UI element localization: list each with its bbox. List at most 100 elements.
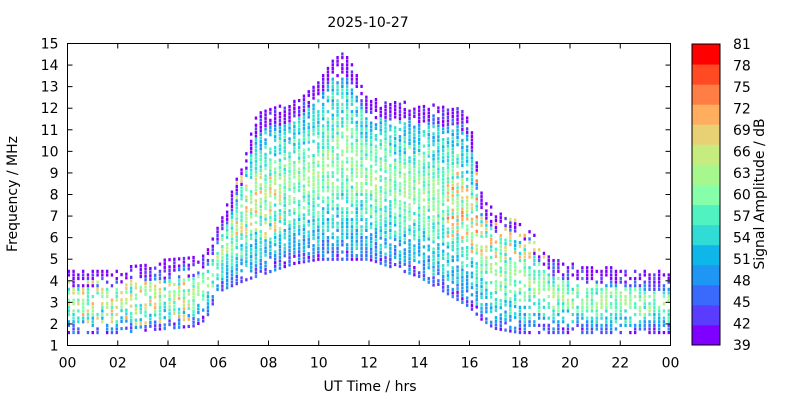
ionogram-cell (557, 266, 560, 270)
ionogram-cell (216, 241, 219, 245)
ionogram-cell (581, 269, 584, 273)
ionogram-cell (360, 185, 363, 189)
ionogram-cell (153, 320, 157, 324)
ionogram-cell (528, 280, 531, 284)
ionogram-cell (528, 284, 531, 288)
ionogram-cell (297, 167, 301, 171)
ionogram-cell (365, 218, 368, 222)
ionogram-cell (413, 251, 416, 255)
ionogram-cell (432, 251, 435, 255)
ionogram-cell (345, 128, 349, 132)
ionogram-cell (403, 269, 406, 274)
ionogram-cell (629, 276, 632, 281)
ionogram-cell (211, 298, 214, 302)
ionogram-cell (480, 295, 483, 300)
ionogram-cell (360, 160, 363, 164)
ionogram-cell (283, 228, 286, 233)
ionogram-cell (456, 233, 459, 237)
ionogram-cell (197, 271, 200, 275)
ionogram-cell (240, 258, 243, 262)
ionogram-cell (662, 323, 666, 327)
ionogram-cell (446, 180, 450, 184)
ionogram-cell (341, 210, 344, 215)
ionogram-cell (437, 127, 440, 132)
ionogram-cell (509, 264, 512, 268)
ionogram-cell (614, 287, 618, 291)
ionogram-cell (129, 293, 133, 298)
ionogram-cell (317, 149, 320, 153)
ionogram-cell (192, 277, 195, 281)
ionogram-cell (182, 260, 186, 264)
ionogram-cell (307, 237, 310, 241)
y-tick-label: 7 (50, 209, 59, 225)
ionogram-cell (417, 123, 421, 127)
ionogram-cell (283, 246, 286, 251)
ionogram-cell (350, 228, 354, 233)
ionogram-cell (249, 139, 253, 143)
ionogram-cell (312, 204, 315, 208)
ionogram-cell (105, 273, 109, 277)
ionogram-cell (321, 221, 325, 225)
ionogram-cell (585, 276, 589, 281)
ionogram-cell (235, 267, 238, 271)
ionogram-cell (643, 316, 646, 320)
ionogram-cell (446, 241, 450, 245)
ionogram-cell (542, 312, 546, 317)
ionogram-cell (384, 169, 387, 173)
ionogram-cell (355, 214, 358, 218)
ionogram-cell (96, 269, 99, 273)
ionogram-cell (293, 121, 296, 125)
ionogram-cell (489, 281, 493, 285)
ionogram-cell (393, 104, 397, 108)
ionogram-cell (273, 189, 277, 193)
ionogram-cell (629, 294, 632, 299)
ionogram-cell (336, 63, 339, 67)
ionogram-cell (509, 314, 512, 319)
ionogram-cell (317, 124, 320, 128)
ionogram-cell (461, 293, 464, 297)
ionogram-cell (437, 279, 440, 283)
ionogram-cell (585, 291, 589, 295)
ionogram-cell (326, 77, 330, 81)
ionogram-cell (197, 289, 200, 293)
ionogram-cell (374, 209, 378, 213)
ionogram-cell (653, 291, 656, 295)
ionogram-cell (384, 198, 387, 202)
ionogram-cell (331, 257, 334, 261)
ionogram-cell (365, 246, 368, 251)
ionogram-cell (398, 153, 402, 157)
ionogram-cell (144, 321, 147, 325)
ionogram-cell (269, 248, 272, 252)
ionogram-cell (441, 199, 445, 203)
ionogram-cell (605, 294, 608, 299)
ionogram-cell (547, 255, 550, 259)
ionogram-cell (341, 185, 344, 189)
ionogram-cell (293, 135, 296, 140)
ionogram-cell (259, 176, 262, 180)
ionogram-cell (259, 248, 262, 252)
ionogram-cell (369, 168, 373, 172)
ionogram-cell (264, 192, 267, 196)
ionogram-cell (278, 165, 282, 170)
ionogram-cell (225, 268, 229, 272)
ionogram-cell (326, 228, 330, 233)
ionogram-cell (485, 270, 488, 274)
ionogram-cell (398, 113, 402, 117)
ionogram-cell (163, 301, 166, 305)
ionogram-cell (624, 298, 627, 302)
ionogram-cell (393, 151, 397, 155)
ionogram-cell (278, 133, 282, 137)
ionogram-cell (345, 232, 349, 236)
ionogram-cell (283, 192, 286, 197)
ionogram-cell (403, 190, 406, 194)
ionogram-cell (182, 303, 186, 307)
ionogram-cell (249, 236, 253, 241)
ionogram-cell (129, 268, 133, 272)
ionogram-cell (480, 202, 483, 206)
ionogram-cell (504, 314, 507, 318)
ionogram-cell (417, 249, 421, 253)
ionogram-cell (336, 257, 339, 261)
ionogram-cell (629, 291, 632, 295)
ionogram-cell (312, 226, 315, 230)
ionogram-cell (633, 269, 637, 273)
